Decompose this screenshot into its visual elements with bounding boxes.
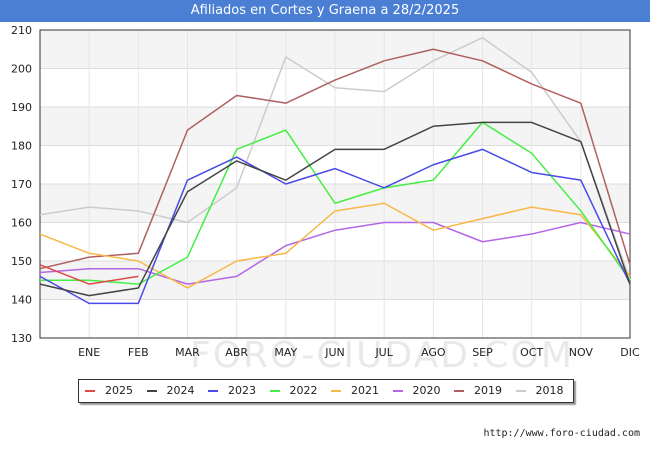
legend-label: 2019	[474, 384, 502, 397]
legend-label: 2021	[351, 384, 379, 397]
x-tick-label: FEB	[128, 346, 149, 359]
x-tick-label: NOV	[569, 346, 594, 359]
series-line-2019	[39, 48, 631, 270]
x-tick-label: AGO	[421, 346, 446, 359]
y-tick-label: 190	[11, 101, 32, 114]
source-url[interactable]: http://www.foro-ciudad.com	[483, 428, 640, 439]
x-tick-label: SEP	[472, 346, 493, 359]
x-tick-label: ABR	[225, 346, 248, 359]
y-tick-label: 180	[11, 140, 32, 153]
legend-swatch	[269, 390, 280, 392]
legend-swatch	[208, 390, 218, 392]
legend-label: 2024	[166, 384, 195, 397]
watermark-text: FORO-CIUDAD.COM	[190, 335, 574, 376]
legend-label: 2022	[289, 384, 318, 397]
plot-frame	[39, 29, 631, 339]
legend-swatch	[515, 390, 526, 392]
series-line-2022	[40, 121, 631, 285]
legend-swatch	[392, 390, 403, 392]
series-line-2024	[39, 121, 631, 297]
legend-label: 2025	[105, 384, 133, 397]
y-tick-label: 200	[11, 63, 32, 76]
x-tick-label: DIC	[620, 346, 640, 359]
x-tick-label: OCT	[520, 346, 543, 359]
legend-swatch	[146, 390, 157, 392]
x-tick-label: JUL	[374, 346, 393, 359]
legend-label: 2023	[228, 384, 256, 397]
y-tick-label: 130	[11, 332, 32, 345]
legend-swatch	[331, 390, 341, 392]
legend-swatch	[85, 390, 95, 392]
series-line-2023	[39, 148, 631, 305]
legend-label: 2018	[535, 384, 564, 397]
y-tick-label: 150	[11, 255, 32, 268]
series-line-2021	[39, 202, 631, 289]
x-tick-label: MAR	[175, 346, 200, 359]
series-line-2020	[39, 221, 631, 285]
x-tick-label: ENE	[78, 346, 100, 359]
legend-label: 2020	[412, 384, 441, 397]
legend-swatch	[454, 390, 464, 392]
y-tick-label: 160	[11, 217, 32, 230]
chart-legend: 2025 2024 2023 2022 2021 2020 2019 2018	[78, 379, 574, 403]
y-tick-label: 210	[11, 24, 32, 37]
x-tick-label: JUN	[324, 346, 345, 359]
series-line-2025	[39, 264, 139, 285]
chart-title: Afiliados en Cortes y Graena a 28/2/2025	[190, 3, 460, 18]
x-tick-label: MAY	[274, 346, 297, 359]
title-bar: Afiliados en Cortes y Graena a 28/2/2025	[0, 0, 650, 22]
series-line-2018	[39, 36, 631, 281]
y-tick-label: 140	[11, 294, 32, 307]
y-tick-label: 170	[11, 178, 32, 191]
